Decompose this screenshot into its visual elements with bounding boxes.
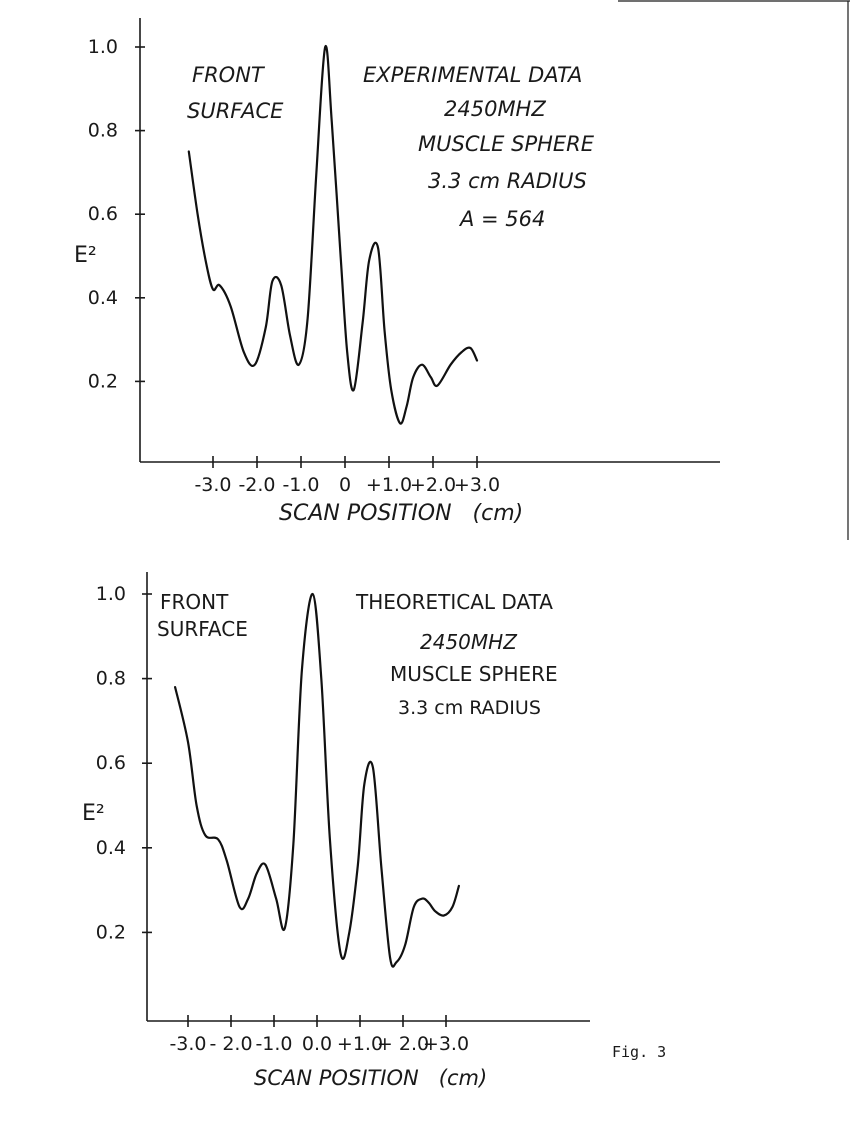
exp-info-line-3: 3.3 cm RADIUS xyxy=(428,169,587,193)
theo-x-tick-label: - 2.0 xyxy=(209,1033,252,1055)
exp-y-tick-label: 0.6 xyxy=(88,203,118,225)
theo-x-tick-label: + 2.0 xyxy=(377,1033,429,1055)
theo-front-surface-annotation: FRONT SURFACE xyxy=(157,590,248,641)
exp-y-ticks: 0.2 0.4 0.6 0.8 1.0 xyxy=(88,36,145,392)
figure-label: Fig. 3 xyxy=(612,1043,666,1061)
theo-y-ticks: 0.2 0.4 0.6 0.8 1.0 xyxy=(96,583,152,943)
theo-chart-title: THEORETICAL DATA xyxy=(355,590,553,614)
exp-info-line-4: A = 564 xyxy=(458,207,545,231)
theo-info-line-2: MUSCLE SPHERE xyxy=(390,662,558,686)
theo-y-tick-label: 0.2 xyxy=(96,921,126,943)
experimental-chart: 0.2 0.4 0.6 0.8 1.0 -3.0 -2.0 -1.0 0 +1.0+2.0+3.… xyxy=(74,18,720,526)
exp-x-tick-label: +1.0 xyxy=(366,474,412,496)
exp-front-line-1: FRONT xyxy=(192,63,266,87)
exp-y-tick-label: 0.8 xyxy=(88,120,118,142)
theo-y-tick-label: 0.8 xyxy=(96,668,126,690)
exp-front-line-2: SURFACE xyxy=(187,99,284,123)
theo-x-tick-label: +1.0 xyxy=(337,1033,383,1055)
exp-x-tick-label: -3.0 xyxy=(194,474,231,496)
exp-x-tick-label: +2.0 xyxy=(410,474,456,496)
exp-info-line-2: MUSCLE SPHERE xyxy=(418,132,595,156)
theo-y-tick-label: 0.4 xyxy=(96,837,126,859)
exp-x-tick-label: +3.0 xyxy=(454,474,500,496)
theo-front-line-1: FRONT xyxy=(160,590,229,614)
theo-series-line xyxy=(174,592,460,968)
theo-info-line-1: 2450MHZ xyxy=(420,630,518,654)
theo-x-tick-label: 0.0 xyxy=(302,1033,332,1055)
exp-x-axis-label: SCAN POSITION (cm) xyxy=(279,501,523,526)
theo-x-ticks: -3.0- 2.0 -1.0 0.0 +1.0+ 2.0+3.0 xyxy=(169,1015,469,1055)
theo-x-tick-label: +3.0 xyxy=(423,1033,469,1055)
theo-y-axis-label: E² xyxy=(82,801,105,826)
theo-x-tick-label: -3.0 xyxy=(169,1033,206,1055)
exp-x-tick-label: -2.0 xyxy=(238,474,275,496)
theo-x-tick-label: -1.0 xyxy=(255,1033,292,1055)
theo-y-tick-label: 0.6 xyxy=(96,752,126,774)
exp-info-annotation: 2450MHZ MUSCLE SPHERE 3.3 cm RADIUS A = … xyxy=(418,97,595,231)
exp-y-tick-label: 0.4 xyxy=(88,287,118,309)
exp-chart-title: EXPERIMENTAL DATA xyxy=(363,63,582,87)
exp-front-surface-annotation: FRONT SURFACE xyxy=(187,63,284,123)
theo-info-annotation: 2450MHZ MUSCLE SPHERE 3.3 cm RADIUS xyxy=(390,630,558,719)
theo-front-line-2: SURFACE xyxy=(157,617,248,641)
theo-x-axis-label: SCAN POSITION (cm) xyxy=(254,1066,487,1090)
exp-x-tick-label: -1.0 xyxy=(282,474,319,496)
theo-y-tick-label: 1.0 xyxy=(96,583,126,605)
exp-x-tick-label: 0 xyxy=(339,474,351,496)
exp-info-line-1: 2450MHZ xyxy=(444,97,546,121)
exp-series-line xyxy=(187,45,479,425)
exp-y-tick-label: 0.2 xyxy=(88,370,118,392)
theo-info-line-3: 3.3 cm RADIUS xyxy=(398,697,541,719)
exp-y-tick-label: 1.0 xyxy=(88,36,118,58)
exp-x-ticks: -3.0 -2.0 -1.0 0 +1.0+2.0+3.0 xyxy=(194,456,500,496)
exp-y-axis-label: E² xyxy=(74,243,97,268)
theoretical-chart: 0.2 0.4 0.6 0.8 1.0 -3.0- 2.0 -1.0 0.0 +1.0+ 2.… xyxy=(82,572,590,1090)
